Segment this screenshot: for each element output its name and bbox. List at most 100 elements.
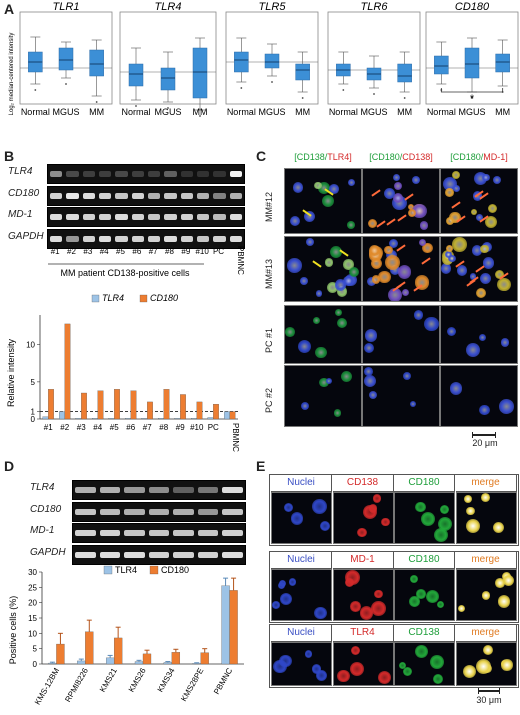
chart-b-legend-label: TLR4 [102, 293, 124, 303]
boxplot-category-label: MGUS [361, 107, 388, 117]
panel-c-micrograph [362, 305, 440, 364]
panel-c-cell [329, 184, 340, 194]
gel-d-band [173, 530, 194, 536]
panel-c-cell [494, 270, 504, 280]
panel-e-cell [369, 504, 378, 513]
panel-c-cell [471, 245, 483, 257]
panel-c-arrow [450, 201, 461, 209]
chart-b-bar-cd180 [81, 392, 87, 420]
chart-d-bar-cd180 [113, 637, 123, 665]
panel-e-cell [433, 528, 448, 543]
panel-c-cell [449, 382, 462, 395]
chart-d-xtick-label: RPMI8226 [63, 666, 90, 704]
gel-d-band [124, 508, 145, 515]
chart-b-xtick-label: #7 [143, 423, 152, 432]
chart-b-bar-cd180 [64, 323, 71, 420]
boxplot-box [434, 55, 449, 75]
panel-e-micrograph [455, 569, 517, 621]
gel-d-band [197, 551, 219, 558]
panel-e-micrograph [455, 492, 517, 544]
gel-b-strip [47, 185, 245, 206]
panel-c-arrow [312, 260, 322, 268]
gel-b-strip [47, 228, 245, 249]
gel-b-band [131, 192, 144, 199]
panel-c-cell [290, 216, 301, 227]
panel-e-channel-label: MD-1 [332, 552, 394, 569]
gel-b-band [82, 192, 95, 199]
panel-e-cell [420, 511, 435, 526]
panel-c-cell [364, 375, 377, 387]
gel-d-band [197, 487, 219, 493]
chart-b-xtick-label: #10 [190, 423, 204, 432]
panel-c-cell [363, 367, 373, 376]
boxplot-category-label: Normal [427, 107, 456, 117]
chart-d-bar-cd180 [200, 652, 209, 665]
panel-c-cell [457, 265, 468, 276]
boxplot-outlier [471, 97, 473, 99]
gel-d-band [222, 551, 243, 558]
chart-b-bar-tlr4 [108, 418, 115, 420]
panel-e-cell [337, 669, 350, 683]
gel-b-label-md1: MD-1 [8, 209, 33, 220]
panel-e-cell [278, 580, 286, 588]
panel-c-scalebar: 20 μm [462, 432, 512, 452]
panel-e-cell [272, 601, 280, 609]
panel-c-cell [305, 238, 314, 246]
panel-c-cell [340, 370, 353, 383]
gel-b-band [66, 192, 79, 199]
gel-d-band [197, 508, 219, 515]
panel-c-cell [285, 327, 295, 337]
boxplot-outlier [403, 97, 406, 99]
gel-b-band [131, 235, 144, 242]
panel-e-cell [495, 578, 505, 588]
boxplot-box [192, 47, 208, 99]
panel-e-cell [497, 594, 511, 608]
gel-b-band [66, 171, 79, 177]
chart-b-bar-tlr4 [207, 417, 214, 420]
panel-e-cell [319, 520, 331, 532]
panel-d-bar-chart: Positive cells (%) 0 5 10 15 20 25 30 KMS-12BM R… [8, 565, 244, 706]
panel-c-cell [326, 281, 338, 293]
gel-b-band [148, 214, 161, 220]
chart-b-bar-tlr4 [75, 418, 82, 420]
panel-letter-b: B [4, 148, 15, 164]
chart-b-bar-tlr4 [125, 418, 131, 420]
panel-e-channel-label: CD180 [394, 552, 455, 569]
chart-d-xtick-label: KMS28PE [179, 667, 205, 703]
gel-d-band [75, 530, 96, 536]
chart-d-ytick-label: 5 [33, 645, 38, 654]
chart-d-bar-tlr4 [192, 663, 201, 665]
boxplot-category-label: MGUS [155, 107, 182, 117]
panel-c-arrow [475, 265, 485, 273]
panel-c-cell [419, 221, 429, 230]
gel-d-strip [72, 544, 246, 565]
panel-letter-d: D [4, 458, 15, 474]
boxplot-category-label: Normal [329, 107, 358, 117]
panel-c-cell [329, 246, 342, 259]
gel-d-label-cd180: CD180 [30, 504, 62, 515]
boxplot-outlier [342, 89, 345, 91]
panel-c-cell [452, 237, 467, 252]
gel-b-band [164, 171, 177, 177]
panel-e-cell [357, 528, 367, 538]
panel-b-bar-chart: Relative intensity 01 5 10 #1 #2 #3 #4 #5 #6 #7 #8… [6, 293, 240, 452]
boxplot-outlier [65, 83, 67, 85]
panel-c-arrow [371, 189, 382, 197]
boxplot-category-label: Normal [227, 107, 256, 117]
gel-d-band [173, 551, 194, 558]
significance-bracket [440, 88, 504, 93]
panel-c-cell [447, 327, 457, 337]
gel-b-band [131, 171, 144, 177]
chart-d-ytick-label: 20 [28, 599, 37, 608]
gel-d-label-gapdh: GAPDH [30, 547, 66, 558]
panel-e-cell [430, 655, 445, 669]
panel-c-cell [364, 342, 375, 353]
panel-c-micrograph [440, 365, 518, 427]
boxplot-outlier [271, 81, 273, 83]
panel-c-micrograph [284, 168, 362, 234]
panel-c-cell [287, 258, 302, 273]
panel-c-cell [324, 258, 334, 268]
panel-e-channel-label: Nuclei [271, 625, 332, 642]
boxplot-outlier [373, 93, 375, 95]
chart-b-xtick-label: PC [208, 423, 219, 432]
